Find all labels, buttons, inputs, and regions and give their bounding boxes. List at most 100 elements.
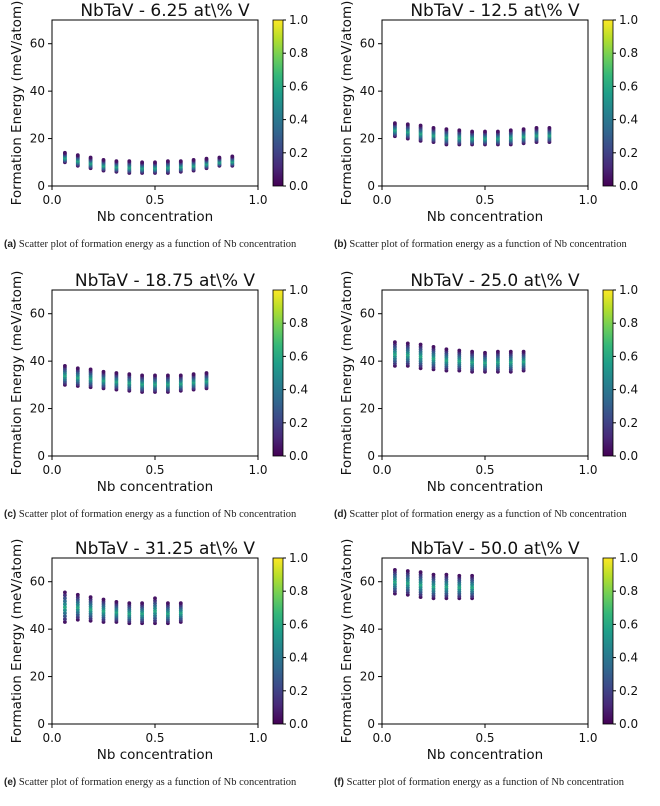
scatter-chart: NbTaV - 6.25 at\% V 0 20 40 60 0.0 0.5 1.0 Nb co… [9, 1, 308, 225]
scatter-point [63, 614, 67, 618]
plot-frame [381, 557, 589, 725]
y-axis-label: Formation Energy (meV/atom) [339, 1, 355, 206]
colorbar-tick-label: 0.0 [289, 449, 308, 463]
colorbar-tick-label: 0.4 [619, 383, 638, 397]
y-tick-label: 60 [30, 37, 45, 51]
plot-frame [381, 19, 589, 187]
scatter-point [204, 371, 209, 375]
scatter-point [75, 153, 80, 158]
y-tick-label: 40 [360, 622, 375, 636]
colorbar-tick-label: 0.2 [289, 684, 308, 698]
y-tick-label: 40 [30, 84, 45, 98]
colorbar-tick-label: 0.4 [289, 113, 308, 127]
data-points [63, 590, 183, 626]
plot-frame [51, 557, 259, 725]
colorbar-tick-label: 0.0 [619, 717, 638, 731]
y-tick-label: 40 [360, 84, 375, 98]
data-points [393, 121, 552, 147]
chart-panel: NbTaV - 18.75 at\% V 0 20 40 60 0.0 0.5 1.0 Nb c… [0, 270, 330, 538]
figure-caption: (a) Scatter plot of formation energy as … [4, 239, 330, 250]
y-tick-label: 60 [30, 307, 45, 321]
scatter-chart: NbTaV - 12.5 at\% V 0 20 40 60 0.0 0.5 1.0 Nb co… [339, 1, 638, 225]
colorbar-tick-label: 0.0 [289, 717, 308, 731]
scatter-point [63, 608, 67, 613]
x-axis-label: Nb concentration [97, 747, 213, 763]
caption-text: Scatter plot of formation energy as a fu… [346, 777, 625, 788]
figure-caption: (e) Scatter plot of formation energy as … [4, 777, 330, 788]
scatter-point [431, 126, 436, 130]
x-tick-label: 0.5 [145, 463, 164, 477]
chart-title: NbTaV - 18.75 at\% V [75, 271, 256, 291]
chart-title: NbTaV - 31.25 at\% V [75, 539, 256, 559]
scatter-point [418, 342, 423, 347]
y-tick-label: 0 [37, 179, 45, 193]
x-tick-label: 0.5 [475, 463, 494, 477]
scatter-point [127, 372, 132, 377]
colorbar-tick-label: 1.0 [289, 13, 308, 27]
x-tick-label: 0.0 [372, 193, 391, 207]
scatter-point [470, 573, 474, 578]
scatter-point [204, 156, 209, 161]
colorbar-tick-label: 0.4 [289, 651, 308, 665]
chart-title: NbTaV - 6.25 at\% V [80, 1, 250, 21]
scatter-point [191, 372, 196, 377]
scatter-point [140, 160, 145, 165]
scatter-point [88, 367, 93, 372]
scatter-point [153, 596, 157, 601]
colorbar-tick-label: 0.8 [289, 316, 308, 330]
scatter-point [496, 349, 500, 354]
x-axis-label: Nb concentration [427, 479, 543, 495]
colorbar-tick-label: 1.0 [619, 551, 638, 565]
colorbar-tick-label: 0.0 [619, 179, 638, 193]
chart-panel: NbTaV - 25.0 at\% V 0 20 40 60 0.0 0.5 1.0 Nb co… [330, 270, 660, 538]
colorbar-tick-label: 0.6 [619, 79, 638, 93]
scatter-point [457, 573, 462, 578]
caption-label: (d) [334, 509, 347, 520]
x-axis-label: Nb concentration [427, 209, 543, 225]
chart-title: NbTaV - 50.0 at\% V [410, 539, 580, 559]
scatter-point [191, 158, 196, 162]
scatter-point [63, 150, 67, 155]
scatter-point [63, 620, 67, 624]
scatter-point [405, 122, 410, 127]
caption-label: (c) [4, 509, 17, 520]
colorbar-tick-label: 0.4 [619, 651, 638, 665]
scatter-point [63, 605, 67, 610]
data-points [393, 568, 474, 601]
scatter-point [444, 572, 449, 577]
scatter-point [63, 602, 67, 607]
y-tick-label: 40 [360, 354, 375, 368]
scatter-point [63, 364, 67, 368]
x-tick-label: 0.0 [42, 463, 61, 477]
caption-text: Scatter plot of formation energy as a fu… [18, 509, 297, 520]
colorbar-tick-label: 0.6 [619, 617, 638, 631]
scatter-point [127, 601, 132, 605]
y-tick-label: 40 [30, 622, 45, 636]
y-axis-label: Formation Energy (meV/atom) [9, 539, 25, 744]
y-tick-label: 40 [30, 354, 45, 368]
scatter-point [483, 350, 487, 355]
colorbar-tick-label: 0.6 [289, 79, 308, 93]
y-axis-label: Formation Energy (meV/atom) [339, 271, 355, 476]
scatter-point [166, 373, 170, 378]
chart-title: NbTaV - 25.0 at\% V [410, 271, 580, 291]
x-tick-label: 1.0 [248, 731, 267, 745]
scatter-point [521, 349, 526, 354]
x-tick-label: 1.0 [578, 731, 597, 745]
colorbar-tick-label: 0.4 [619, 113, 638, 127]
figure-caption: (b) Scatter plot of formation energy as … [334, 239, 660, 250]
x-tick-label: 0.0 [372, 463, 391, 477]
scatter-point [114, 159, 119, 164]
scatter-point [140, 601, 145, 605]
scatter-point [75, 366, 80, 371]
colorbar-tick-label: 0.6 [289, 617, 308, 631]
x-axis-label: Nb concentration [97, 209, 213, 225]
scatter-chart: NbTaV - 25.0 at\% V 0 20 40 60 0.0 0.5 1.0 Nb co… [339, 271, 638, 495]
y-tick-label: 0 [367, 449, 375, 463]
colorbar-tick-label: 0.2 [289, 416, 308, 430]
colorbar [602, 289, 614, 457]
scatter-point [521, 127, 526, 131]
y-tick-label: 20 [360, 402, 375, 416]
y-tick-label: 20 [30, 670, 45, 684]
scatter-point [153, 160, 157, 165]
